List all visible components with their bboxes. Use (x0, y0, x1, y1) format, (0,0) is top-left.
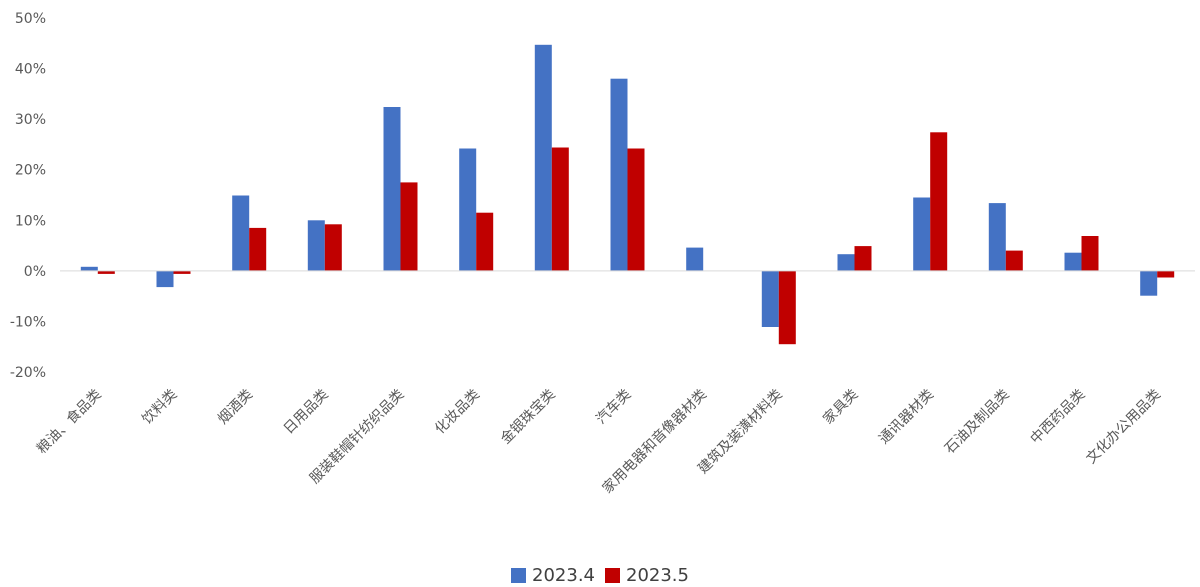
bar-2023-5 (1081, 236, 1099, 271)
x-category-label: 粮油、食品类 (33, 386, 104, 457)
bar-2023-5 (627, 148, 645, 271)
y-tick-label: 0% (24, 264, 46, 280)
bar-2023-5 (930, 132, 948, 271)
bar-2023-4 (988, 203, 1006, 271)
bar-2023-4 (232, 195, 250, 271)
bar-2023-4 (1140, 270, 1158, 296)
bar-2023-4 (156, 270, 174, 288)
bar-2023-5 (854, 246, 872, 271)
x-category-label: 饮料类 (139, 387, 180, 428)
legend-label-2023-5: 2023.5 (626, 564, 689, 586)
x-category-label: 金银珠宝类 (498, 387, 559, 448)
y-tick-label: 10% (15, 213, 46, 229)
y-tick-label: -10% (10, 314, 46, 330)
x-category-label: 中西药品类 (1028, 387, 1089, 448)
bar-2023-4 (534, 44, 552, 271)
bar-2023-4 (610, 78, 628, 271)
y-axis: 50% 40% 30% 20% 10% 0% -10% -20% (10, 11, 46, 381)
x-category-label: 文化办公用品类 (1083, 387, 1164, 468)
bar-2023-5 (324, 224, 342, 271)
bar-2023-5 (476, 212, 494, 271)
bar-2023-4 (307, 220, 325, 271)
bar-2023-4 (1064, 252, 1082, 271)
y-tick-label: 20% (15, 163, 46, 179)
y-tick-label: 40% (15, 62, 46, 78)
bar-2023-5 (778, 270, 796, 345)
x-category-label: 石油及制品类 (942, 387, 1013, 458)
bar-chart: 50% 40% 30% 20% 10% 0% -10% -20% 粮油、食品类 饮料类 烟酒类 日用… (10, 11, 1195, 497)
legend-swatch-2023-4 (511, 567, 527, 583)
bar-2023-5 (173, 270, 191, 274)
bar-2023-4 (686, 247, 704, 271)
x-category-label: 日用品类 (281, 387, 332, 438)
x-category-label: 化妆品类 (432, 387, 483, 438)
x-category-label: 烟酒类 (215, 387, 256, 428)
bar-2023-4 (761, 270, 779, 327)
y-tick-label: 30% (15, 112, 46, 128)
bar-2023-5 (97, 270, 115, 274)
x-category-label: 建筑及装潢材料类 (695, 387, 786, 478)
bar-2023-4 (459, 148, 477, 271)
bars (80, 44, 1175, 345)
bar-2023-5 (249, 227, 267, 271)
bar-2023-4 (837, 254, 855, 271)
legend-swatch-2023-5 (605, 567, 620, 583)
legend: 2023.4 2023.5 (0, 563, 1200, 587)
x-category-label: 家具类 (820, 386, 862, 428)
legend-item-2023-4: 2023.4 (511, 565, 595, 586)
legend-label-2023-4: 2023.4 (532, 564, 595, 586)
legend-item-2023-5: 2023.5 (605, 565, 689, 586)
bar-2023-4 (383, 107, 401, 271)
bar-2023-5 (551, 147, 569, 271)
x-category-label: 通讯器材类 (876, 387, 937, 448)
bar-2023-4 (80, 266, 98, 271)
bar-2023-5 (1157, 270, 1175, 278)
x-category-label: 汽车类 (593, 386, 635, 428)
y-tick-label: -20% (10, 365, 46, 381)
bar-2023-4 (913, 197, 931, 271)
bar-2023-5 (400, 182, 418, 271)
bar-2023-5 (1005, 250, 1023, 271)
y-tick-label: 50% (15, 11, 46, 27)
